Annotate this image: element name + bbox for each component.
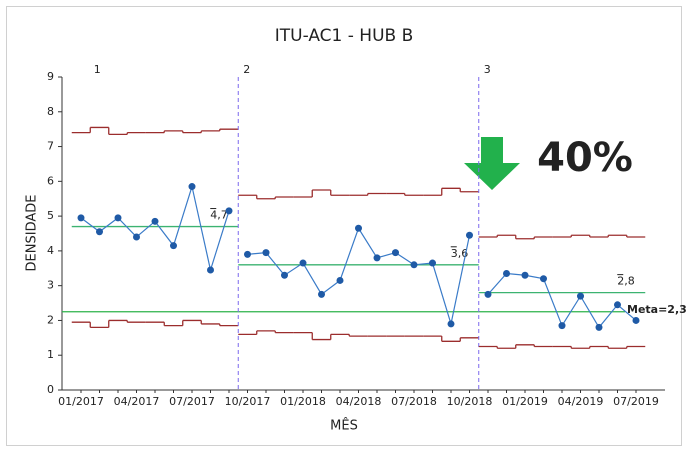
data-point (77, 214, 85, 222)
data-point (281, 271, 288, 279)
mean-label: 4,7 (210, 209, 228, 222)
data-point (410, 261, 418, 269)
data-point (521, 271, 529, 279)
data-point (373, 254, 381, 262)
down-arrow (464, 137, 520, 190)
data-point (114, 214, 122, 222)
y-tick-label: 3 (47, 279, 54, 292)
mean-label: 3,6 (451, 247, 469, 260)
data-point (225, 207, 233, 215)
data-point (355, 224, 362, 232)
data-point (484, 290, 492, 298)
y-axis-label: DENSIDADE (25, 195, 40, 272)
data-point (299, 259, 307, 267)
annotation: 40% (537, 135, 633, 181)
y-tick-label: 4 (47, 244, 54, 257)
data-point (96, 228, 103, 236)
chart-title: ITU-AC1 - HUB B (275, 26, 414, 46)
data-point (133, 233, 140, 241)
y-tick-label: 6 (47, 174, 54, 187)
stage-label: 2 (243, 63, 250, 76)
data-point (447, 320, 455, 328)
data-point (392, 249, 399, 257)
x-tick-label: 04/2019 (558, 395, 604, 408)
goal-label: Meta=2,3 (627, 303, 687, 316)
x-tick-label: 10/2017 (225, 395, 271, 408)
data-point (577, 292, 584, 300)
x-axis-label: MÊS (330, 418, 358, 434)
y-tick-label: 8 (47, 105, 54, 118)
data-point (244, 250, 251, 258)
y-tick-label: 1 (47, 348, 54, 361)
data-point (188, 183, 196, 191)
x-tick-label: 07/2018 (391, 395, 437, 408)
data-point (466, 231, 473, 239)
x-tick-label: 01/2019 (502, 395, 548, 408)
data-point (595, 323, 603, 331)
data-point (540, 275, 547, 283)
data-point (632, 316, 640, 324)
stage-label: 3 (484, 63, 491, 76)
x-tick-label: 10/2018 (447, 395, 493, 408)
data-point (614, 301, 621, 309)
x-tick-label: 04/2018 (336, 395, 382, 408)
x-tick-label: 07/2019 (613, 395, 659, 408)
mean-label: 2,8 (617, 275, 635, 288)
data-point (429, 259, 436, 267)
data-point (558, 322, 566, 330)
data-point (170, 242, 177, 250)
data-point (503, 269, 510, 277)
x-tick-label: 04/2017 (114, 395, 160, 408)
x-tick-label: 01/2018 (280, 395, 326, 408)
y-tick-label: 2 (47, 313, 54, 326)
stage-label: 1 (94, 63, 101, 76)
y-tick-label: 7 (47, 140, 54, 153)
data-point (151, 217, 159, 225)
data-point (207, 266, 214, 274)
data-point (336, 276, 344, 284)
x-tick-label: 01/2017 (58, 395, 104, 408)
data-point (262, 249, 270, 257)
data-point (318, 290, 325, 298)
x-tick-label: 07/2017 (169, 395, 215, 408)
y-tick-label: 9 (47, 70, 54, 83)
y-tick-label: 5 (47, 209, 54, 222)
y-tick-label: 0 (47, 383, 54, 396)
